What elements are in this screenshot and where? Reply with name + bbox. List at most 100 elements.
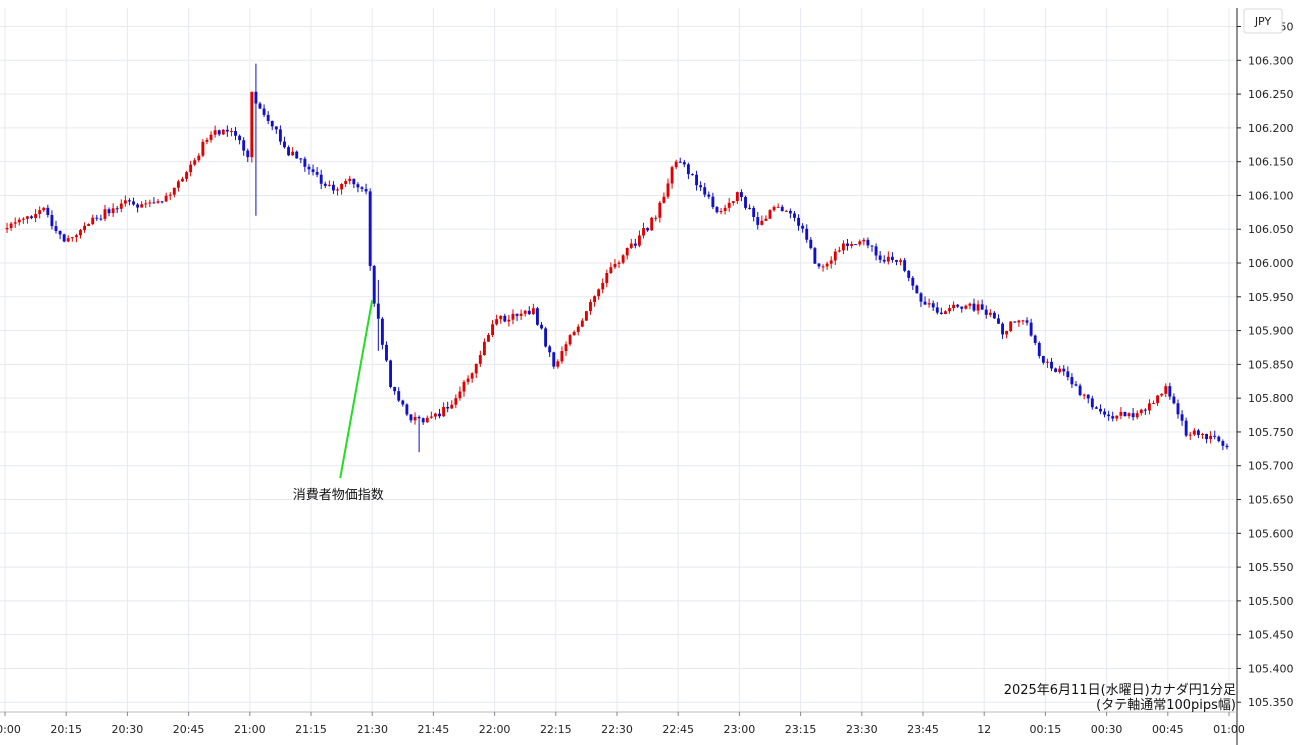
candle-body (266, 114, 270, 121)
candle-body (833, 251, 837, 261)
candle-body (964, 305, 968, 309)
candle-body (217, 130, 221, 135)
candle-body (691, 174, 694, 176)
candles (5, 63, 1229, 453)
candle-body (332, 184, 335, 191)
candle-body (772, 206, 776, 211)
candle-body (886, 256, 890, 262)
candle-body (646, 228, 650, 231)
candle-body (1209, 435, 1213, 440)
candle-body (482, 341, 486, 356)
candle-body (992, 312, 996, 319)
candle-body (91, 217, 95, 224)
candle-body (715, 207, 719, 213)
candle-body (617, 262, 621, 264)
time-tick-label: 12 (977, 723, 991, 736)
candle-body (695, 174, 698, 186)
candle-body (225, 129, 229, 132)
candle-body (584, 311, 588, 321)
time-tick-label: 20:00 (0, 723, 21, 736)
price-tick-label: 106.300 (1248, 54, 1294, 67)
candle-body (625, 247, 629, 256)
price-tick-label: 105.750 (1248, 426, 1294, 439)
candle-body (1160, 393, 1164, 396)
candle-body (1143, 409, 1147, 411)
candle-body (854, 244, 858, 246)
candle-body (805, 228, 809, 240)
candle-body (1017, 320, 1021, 323)
candle-body (682, 162, 686, 165)
candle-body (319, 174, 323, 184)
candle-body (1205, 433, 1208, 440)
candle-body (882, 259, 886, 262)
candle-body (487, 334, 490, 342)
candle-body (1074, 384, 1078, 386)
candle-body (1213, 435, 1217, 437)
candle-body (756, 217, 760, 225)
candle-body (605, 273, 609, 284)
candle-body (221, 129, 225, 135)
candle-body (491, 324, 494, 335)
price-tick-label: 105.650 (1248, 494, 1294, 507)
time-tick-label: 21:30 (356, 723, 388, 736)
candle-body (1070, 377, 1074, 385)
candle-body (927, 303, 931, 305)
candle-body (686, 164, 690, 175)
candle-body (462, 381, 466, 392)
candle-body (303, 158, 307, 167)
candle-body (503, 315, 507, 322)
time-tick-label: 01:00 (1213, 723, 1245, 736)
candle-body (1217, 436, 1221, 442)
candle-body (499, 315, 503, 320)
candle-body (1041, 356, 1045, 363)
price-tick-label: 105.400 (1248, 662, 1294, 675)
candle-body (185, 172, 188, 179)
candle-body (662, 196, 666, 203)
candle-body (788, 210, 792, 214)
candle-body (340, 184, 344, 190)
candle-body (878, 255, 882, 260)
candle-body (291, 151, 295, 156)
candle-body (919, 293, 923, 302)
candle-body (70, 237, 74, 239)
candle-body (829, 260, 833, 264)
candle-body (776, 206, 780, 208)
candle-body (1103, 411, 1106, 415)
candle-body (540, 324, 543, 329)
candle-body (1029, 322, 1033, 336)
candle-body (988, 312, 992, 315)
candle-body (809, 239, 813, 249)
candle-body (458, 391, 462, 399)
candle-body (589, 302, 592, 312)
candle-body (258, 103, 262, 109)
candle-body (409, 414, 413, 421)
candle-body (336, 189, 339, 191)
price-tick-label: 105.600 (1248, 527, 1294, 540)
candle-body (299, 158, 303, 160)
candle-body (1184, 420, 1188, 436)
candle-body (274, 126, 278, 130)
price-tick-label: 106.150 (1248, 156, 1294, 169)
candle-body (189, 164, 193, 173)
candle-body (1192, 430, 1196, 435)
candle-body (609, 267, 613, 274)
candle-body (523, 310, 527, 314)
time-tick-label: 23:00 (724, 723, 756, 736)
candle-body (1066, 371, 1070, 378)
candle-body (1164, 386, 1168, 394)
candle-body (344, 180, 348, 185)
candle-body (385, 344, 388, 361)
price-tick-label: 105.950 (1248, 291, 1294, 304)
candle-body (515, 313, 519, 316)
candle-body (1058, 368, 1062, 373)
price-tick-label: 105.350 (1248, 696, 1294, 709)
currency-box[interactable] (1243, 8, 1283, 34)
candle-body (181, 178, 184, 182)
candle-body (870, 245, 874, 247)
candle-body (209, 134, 213, 140)
candle-body (899, 260, 902, 262)
candle-body (519, 313, 523, 316)
candle-body (95, 217, 99, 219)
candle-body (115, 208, 119, 210)
candle-body (1090, 398, 1094, 408)
